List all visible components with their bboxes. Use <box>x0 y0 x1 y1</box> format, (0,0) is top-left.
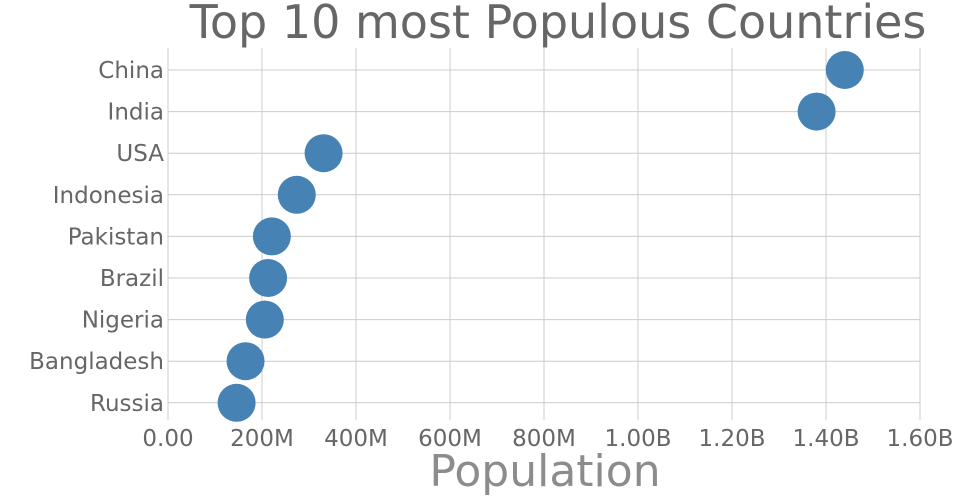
data-point <box>277 175 316 214</box>
y-tick-label: India <box>108 100 164 126</box>
data-point <box>304 134 343 173</box>
data-point <box>252 217 291 256</box>
data-point <box>797 92 836 131</box>
y-tick-label: Brazil <box>100 266 164 292</box>
x-tick-label: 1.60B <box>887 426 954 452</box>
y-tick-label: China <box>98 58 164 84</box>
data-points <box>217 51 864 422</box>
y-tick-label: Pakistan <box>68 224 164 250</box>
x-axis-title: Population <box>429 446 660 497</box>
x-tick-label: 1.40B <box>793 426 860 452</box>
y-tick-label: Russia <box>90 391 164 417</box>
data-point <box>217 383 256 422</box>
x-tick-label: 600M <box>418 426 482 452</box>
data-point <box>249 259 288 297</box>
y-axis-labels: China India USA Indonesia Pakistan Brazil Nige… <box>29 58 164 417</box>
x-tick-label: 400M <box>324 426 388 452</box>
y-tick-label: Nigeria <box>82 308 164 334</box>
y-tick-label: USA <box>116 141 164 167</box>
chart-title: Top 10 most Populous Countries <box>189 0 927 49</box>
y-tick-label: Indonesia <box>53 183 164 209</box>
data-point <box>825 51 864 89</box>
x-tick-label: 0.00 <box>142 426 193 452</box>
x-tick-label: 200M <box>230 426 294 452</box>
x-tick-label: 1.20B <box>699 426 766 452</box>
data-point <box>226 342 265 381</box>
grid-layer <box>167 48 921 420</box>
y-tick-label: Bangladesh <box>29 349 164 375</box>
x-tick-label: 800M <box>512 426 576 452</box>
data-point <box>245 300 284 339</box>
x-tick-label: 1.00B <box>605 426 672 452</box>
x-axis-labels: 0.00 200M 400M 600M 800M 1.00B 1.20B 1.40B 1.60B <box>142 426 953 452</box>
